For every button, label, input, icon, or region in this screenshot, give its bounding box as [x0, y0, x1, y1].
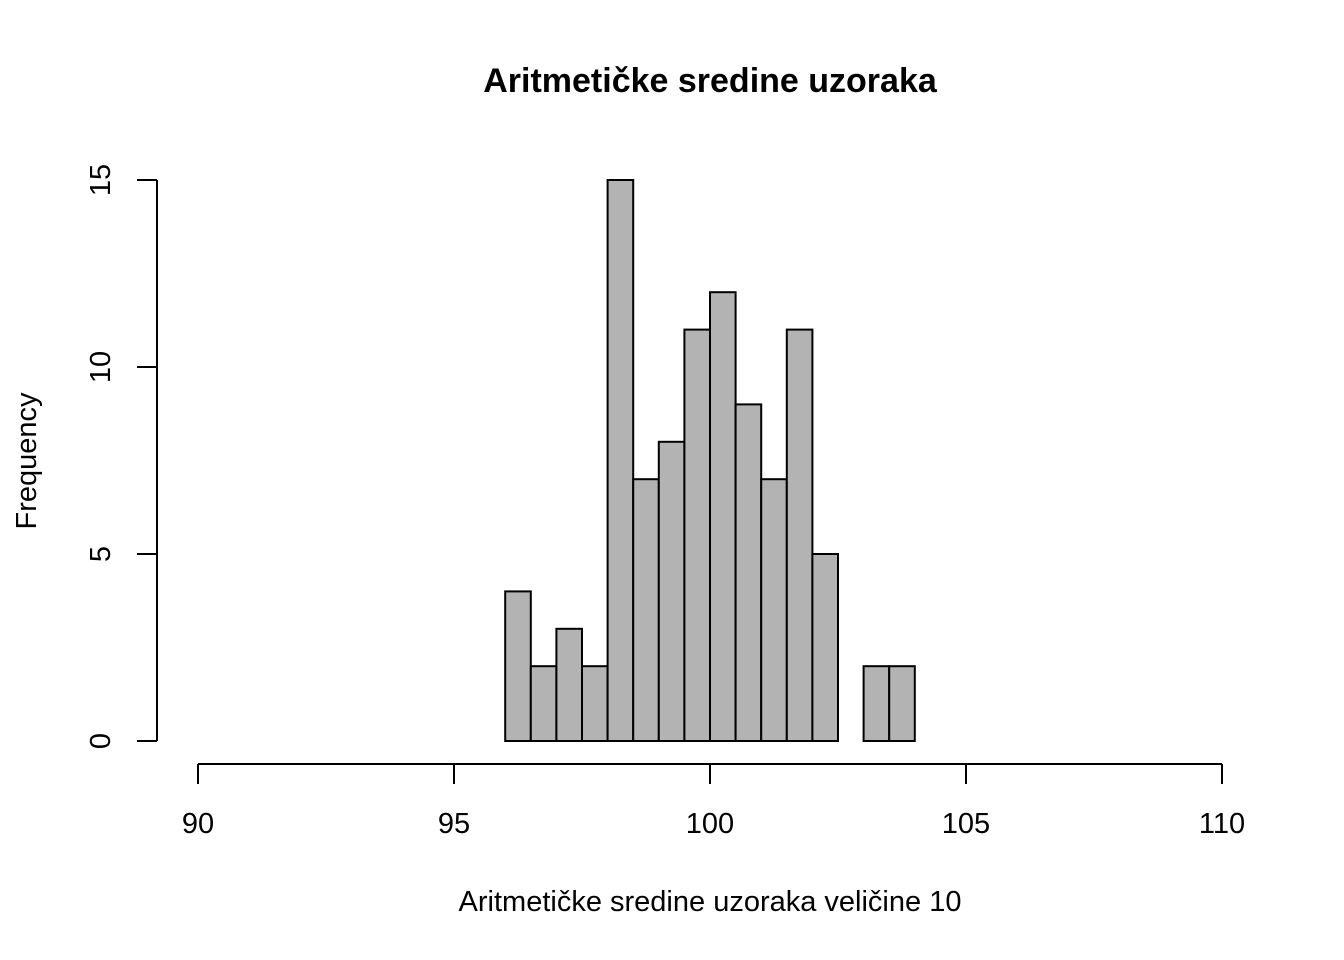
bar	[785, 328, 814, 742]
x-tick-label: 105	[942, 808, 990, 840]
y-axis-label: Frequency	[11, 392, 43, 530]
y-tick-label: 10	[85, 351, 117, 383]
x-tick-label: 110	[1199, 808, 1245, 840]
bar	[888, 665, 916, 743]
y-tick-label: 0	[85, 733, 117, 749]
bar	[760, 478, 788, 742]
y-tick-label: 5	[85, 546, 117, 562]
bar	[504, 590, 532, 743]
chart-title: Aritmetičke sredine uzoraka	[483, 62, 938, 100]
bar	[683, 328, 712, 742]
x-axis-label: Aritmetičke sredine uzoraka veličine 10	[459, 886, 962, 918]
bar	[709, 291, 737, 742]
bar	[632, 478, 660, 742]
x-tick-label: 100	[686, 808, 734, 840]
bar	[657, 440, 686, 742]
bar	[606, 179, 635, 742]
bar	[734, 403, 763, 742]
bar	[529, 665, 558, 743]
x-tick-label: 90	[182, 808, 214, 840]
bar	[811, 553, 840, 742]
x-tick-label: 95	[438, 808, 470, 840]
y-tick-label: 15	[85, 164, 117, 196]
bar	[555, 627, 584, 742]
bar	[581, 665, 609, 743]
bar	[862, 665, 891, 743]
